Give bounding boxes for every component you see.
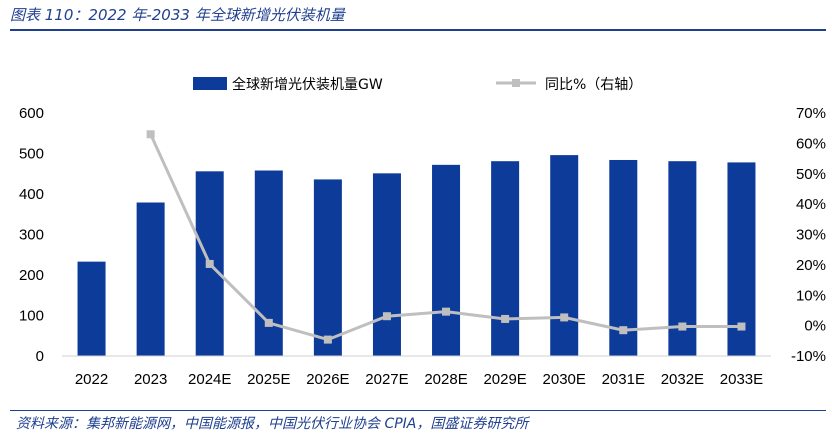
bar-series: [77, 155, 756, 356]
x-tick-label: 2028E: [424, 371, 467, 388]
left-tick-label: 300: [19, 227, 44, 244]
x-tick-label: 2030E: [543, 371, 586, 388]
x-tick-label: 2029E: [483, 371, 526, 388]
bar: [136, 202, 165, 356]
bar: [77, 261, 106, 356]
right-axis: -10% 0% 10% 20% 30% 40% 50% 60% 70%: [791, 105, 826, 365]
title-rule: [10, 29, 826, 31]
yoy-point: [382, 312, 391, 321]
right-tick-label: 60%: [796, 135, 826, 152]
right-tick-label: 10%: [796, 287, 826, 304]
x-tick-label: 2026E: [306, 371, 349, 388]
yoy-point: [323, 335, 332, 344]
right-tick-label: 40%: [796, 196, 826, 213]
yoy-point: [619, 326, 628, 335]
yoy-point: [264, 318, 273, 327]
yoy-point: [560, 313, 569, 322]
left-tick-label: 0: [36, 348, 44, 365]
left-tick-label: 100: [19, 308, 44, 325]
yoy-point: [205, 259, 214, 268]
legend: 全球新增光伏装机量GW 同比%（右轴）: [193, 76, 642, 93]
yoy-point: [678, 322, 687, 331]
right-tick-label: 70%: [796, 105, 826, 122]
yoy-point: [146, 130, 155, 139]
right-tick-label: 20%: [796, 257, 826, 274]
source-rule: [10, 410, 826, 411]
left-tick-label: 500: [19, 146, 44, 163]
x-axis: 2022 2023 2024E 2025E 2026E 2027E 2028E 2029E 20…: [75, 371, 763, 388]
left-tick-label: 200: [19, 267, 44, 284]
x-tick-label: 2027E: [365, 371, 408, 388]
bar: [254, 170, 283, 356]
right-tick-label: 30%: [796, 227, 826, 244]
legend-line-label: 同比%（右轴）: [545, 77, 642, 93]
bar: [491, 161, 520, 356]
right-tick-label: -10%: [791, 348, 826, 365]
x-tick-label: 2022: [75, 371, 108, 388]
figure-source: 资料来源：集邦新能源网，中国能源报，中国光伏行业协会 CPIA，国盛证券研究所: [16, 416, 529, 432]
x-tick-label: 2031E: [602, 371, 645, 388]
legend-bar-label: 全球新增光伏装机量GW: [232, 76, 383, 93]
x-tick-label: 2025E: [247, 371, 290, 388]
yoy-point: [442, 307, 451, 316]
x-tick-label: 2033E: [720, 371, 763, 388]
left-tick-label: 600: [19, 105, 44, 122]
bar: [432, 164, 461, 356]
bar: [609, 159, 638, 356]
right-tick-label: 50%: [796, 166, 826, 183]
figure-title: 图表 110：2022 年-2033 年全球新增光伏装机量: [10, 6, 345, 24]
yoy-point: [737, 322, 746, 331]
line-series: [146, 130, 746, 344]
right-tick-label: 0%: [804, 318, 826, 335]
x-tick-label: 2023: [134, 371, 167, 388]
legend-bar-swatch: [193, 77, 227, 90]
yoy-point: [501, 314, 510, 323]
left-axis: 0 100 200 300 400 500 600: [19, 105, 44, 365]
x-tick-label: 2024E: [188, 371, 231, 388]
bar: [313, 179, 342, 356]
bar: [372, 173, 401, 356]
bar: [550, 155, 579, 356]
left-tick-label: 400: [19, 186, 44, 203]
x-tick-label: 2032E: [661, 371, 704, 388]
legend-line-marker: [512, 79, 520, 87]
